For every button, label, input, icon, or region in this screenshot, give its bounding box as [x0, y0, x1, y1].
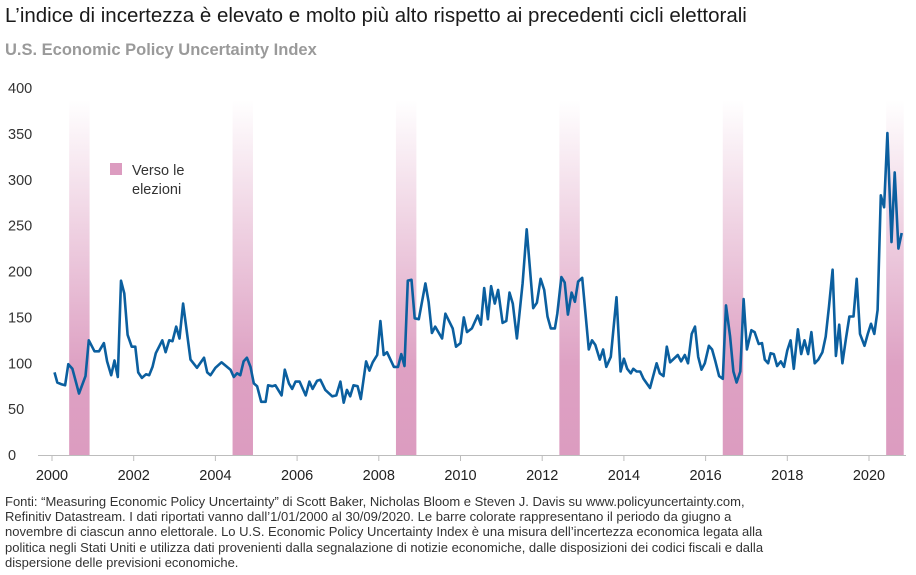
election-band — [559, 100, 580, 455]
y-tick-label: 100 — [8, 356, 32, 372]
footnote: Fonti: “Measuring Economic Policy Uncert… — [5, 494, 763, 570]
y-tick-label: 200 — [8, 265, 32, 281]
series-line — [53, 131, 903, 404]
y-tick-label: 300 — [8, 173, 32, 189]
footnote-line: Fonti: “Measuring Economic Policy Uncert… — [5, 494, 745, 509]
x-tick-label: 2016 — [689, 468, 721, 484]
legend-swatch — [110, 163, 122, 175]
x-tick-label: 2014 — [608, 468, 640, 484]
footnote-line: novembre di ciascun anno elettorale. Lo … — [5, 524, 763, 540]
election-bands — [69, 100, 904, 455]
footnote-line: dispersione delle previsioni economiche. — [5, 554, 239, 570]
y-tick-label: 350 — [8, 127, 32, 143]
chart-title: L’indice di incertezza è elevato e molto… — [5, 4, 747, 27]
x-tick-label: 2004 — [199, 468, 231, 484]
footnote-line: politica negli Stati Uniti e utilizza da… — [5, 539, 764, 555]
election-band — [395, 100, 417, 455]
legend-label-line1: Verso le — [132, 163, 184, 179]
chart-subtitle: U.S. Economic Policy Uncertainty Index — [5, 41, 317, 59]
y-tick-label: 50 — [8, 402, 24, 418]
x-axis: 2000 2002 2004 2006 2008 2010 2012 2014 2016 2018… — [36, 455, 906, 484]
x-tick-label: 2020 — [853, 468, 885, 484]
legend-label-line2: elezioni — [132, 182, 181, 198]
x-tick-label: 2012 — [526, 468, 558, 484]
legend: Verso le elezioni — [110, 163, 184, 198]
election-band — [722, 100, 744, 455]
x-tick-label: 2008 — [363, 468, 395, 484]
election-band — [232, 100, 253, 455]
y-tick-label: 400 — [8, 81, 32, 97]
x-tick-label: 2010 — [444, 468, 476, 484]
series-line-path — [53, 131, 903, 404]
y-tick-label: 250 — [8, 219, 32, 235]
x-tick-label: 2000 — [36, 468, 68, 484]
y-tick-label: 150 — [8, 310, 32, 326]
x-tick-label: 2002 — [118, 468, 150, 484]
x-tick-label: 2006 — [281, 468, 313, 484]
election-band — [69, 100, 90, 455]
y-axis: 0 50 100 150 200 250 300 350 400 — [8, 81, 32, 464]
y-tick-label: 0 — [8, 448, 16, 464]
x-tick-label: 2018 — [771, 468, 803, 484]
footnote-line: Refinitiv Datastream. I dati riportati v… — [5, 509, 732, 525]
